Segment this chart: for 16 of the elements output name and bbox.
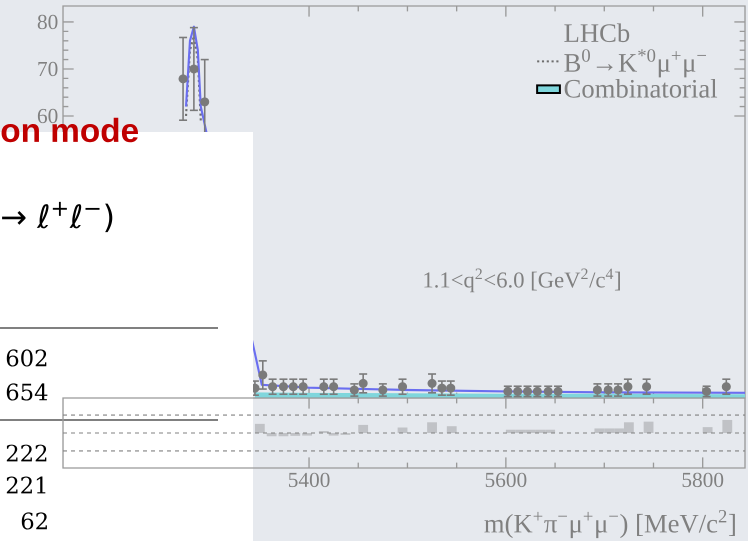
x-tick-label: 5600 [486,472,526,488]
text: 62 [22,512,47,530]
legend-title: LHCb [564,23,630,42]
x-tick-label: 5800 [682,472,724,488]
text: 221 [6,476,46,494]
text: m(K$^{+}$π$^{−}$μ$^{+}$μ$^{−}$) [MeV/c$^{2}$] [484,510,735,538]
x-tick-label: 5400 [288,472,330,488]
y-tick-label: 70 [38,62,58,76]
y-tick-label: 80 [38,14,58,30]
text: 222 [6,444,46,462]
legend-label: B$^{0}$→K$^{*0}$μ$^{+}$μ$^{−}$ [564,49,706,78]
text: 654 [6,383,48,401]
annotation: → ℓ$^{+}$ℓ$^{−}$) [2,202,112,232]
annotation: 1.1<q$^{2}$<6.0 [GeV$^{2}$/c$^{4}$] [424,268,620,292]
text: 602 [6,349,46,367]
legend-label: Combinatorial [564,78,718,98]
